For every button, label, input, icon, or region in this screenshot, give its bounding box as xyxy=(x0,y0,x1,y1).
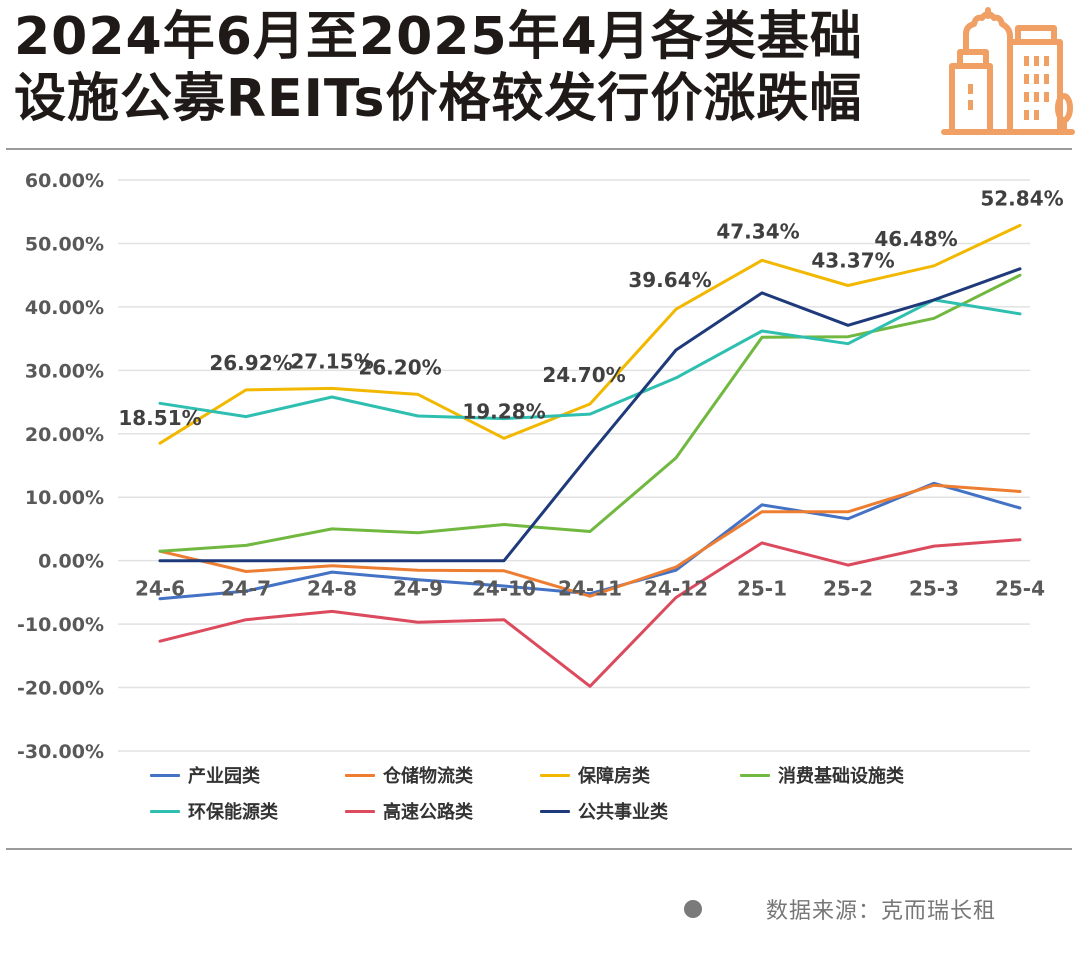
data-label: 46.48% xyxy=(874,227,957,251)
legend-label: 产业园类 xyxy=(188,766,260,787)
city-buildings-icon xyxy=(941,7,1075,135)
series-保障房类 xyxy=(158,223,1022,445)
x-tick-label: 25-4 xyxy=(995,577,1045,601)
x-tick-label: 24-9 xyxy=(393,577,443,601)
y-tick-label: 60.00% xyxy=(25,170,104,192)
y-tick-label: 10.00% xyxy=(25,487,104,509)
series-环保能源类 xyxy=(158,298,1022,421)
legend-label: 仓储物流类 xyxy=(383,766,473,787)
legend-item: 产业园类 xyxy=(150,762,260,788)
x-tick-label: 24-12 xyxy=(644,577,708,601)
legend-swatch xyxy=(540,773,570,777)
y-tick-label: 20.00% xyxy=(25,424,104,446)
legend-label: 高速公路类 xyxy=(383,802,473,823)
legend-item: 仓储物流类 xyxy=(345,762,473,788)
data-source: 数据来源：克而瑞长租 xyxy=(684,893,996,925)
x-tick-label: 25-3 xyxy=(909,577,959,601)
y-tick-label: 50.00% xyxy=(25,233,104,255)
series-产业园类 xyxy=(158,481,1022,601)
legend-swatch xyxy=(540,809,570,813)
series-公共事业类 xyxy=(158,267,1022,563)
x-tick-label: 24-11 xyxy=(558,577,622,601)
data-label: 52.84% xyxy=(980,186,1063,210)
legend-item: 公共事业类 xyxy=(540,798,668,824)
legend-swatch xyxy=(150,809,180,813)
legend-swatch xyxy=(345,809,375,813)
line-chart: 60.00% 50.00% 40.00% 30.00% 20.00% 10.00% 0.00… xyxy=(17,170,1064,763)
y-tick-label: 0.00% xyxy=(38,551,104,573)
x-tick-label: 24-7 xyxy=(221,577,271,601)
data-label: 43.37% xyxy=(811,249,894,273)
series-高速公路类 xyxy=(158,538,1022,688)
title-line-2: 设施公募REITs价格较发行价涨跌幅 xyxy=(14,69,863,129)
data-label: 26.20% xyxy=(358,355,441,379)
legend-label: 公共事业类 xyxy=(578,802,668,823)
data-label: 27.15% xyxy=(290,349,373,373)
dot-icon xyxy=(684,900,702,918)
header-divider xyxy=(6,148,1072,150)
legend-label: 保障房类 xyxy=(578,766,650,787)
legend-label: 环保能源类 xyxy=(188,802,278,823)
legend-item: 保障房类 xyxy=(540,762,650,788)
x-tick-label: 24-8 xyxy=(307,577,357,601)
source-text: 数据来源：克而瑞长租 xyxy=(766,899,997,924)
data-label: 39.64% xyxy=(628,268,711,292)
footer-divider xyxy=(6,848,1072,850)
legend-label: 消费基础设施类 xyxy=(778,766,904,787)
y-tick-label: 40.00% xyxy=(25,297,104,319)
legend-item: 环保能源类 xyxy=(150,798,278,824)
legend-item: 高速公路类 xyxy=(345,798,473,824)
chart-title: 2024年6月至2025年4月各类基础 设施公募REITs价格较发行价涨跌幅 xyxy=(14,6,934,130)
legend-swatch xyxy=(150,773,180,777)
x-tick-label: 25-2 xyxy=(823,577,873,601)
y-tick-label: -20.00% xyxy=(17,678,104,700)
data-label: 19.28% xyxy=(462,399,545,423)
data-label: 18.51% xyxy=(118,406,201,430)
x-tick-label: 25-1 xyxy=(737,577,787,601)
x-tick-label: 24-10 xyxy=(472,577,536,601)
y-tick-label: 30.00% xyxy=(25,360,104,382)
x-tick-label: 24-6 xyxy=(135,577,185,601)
y-tick-label: -10.00% xyxy=(17,614,104,636)
title-line-1: 2024年6月至2025年4月各类基础 xyxy=(14,7,863,67)
legend-item: 消费基础设施类 xyxy=(740,762,904,788)
legend-swatch xyxy=(740,773,770,777)
data-label: 26.92% xyxy=(209,351,292,375)
y-tick-label: -30.00% xyxy=(17,741,104,763)
legend-swatch xyxy=(345,773,375,777)
data-label: 47.34% xyxy=(716,219,799,243)
data-label: 24.70% xyxy=(542,363,625,387)
